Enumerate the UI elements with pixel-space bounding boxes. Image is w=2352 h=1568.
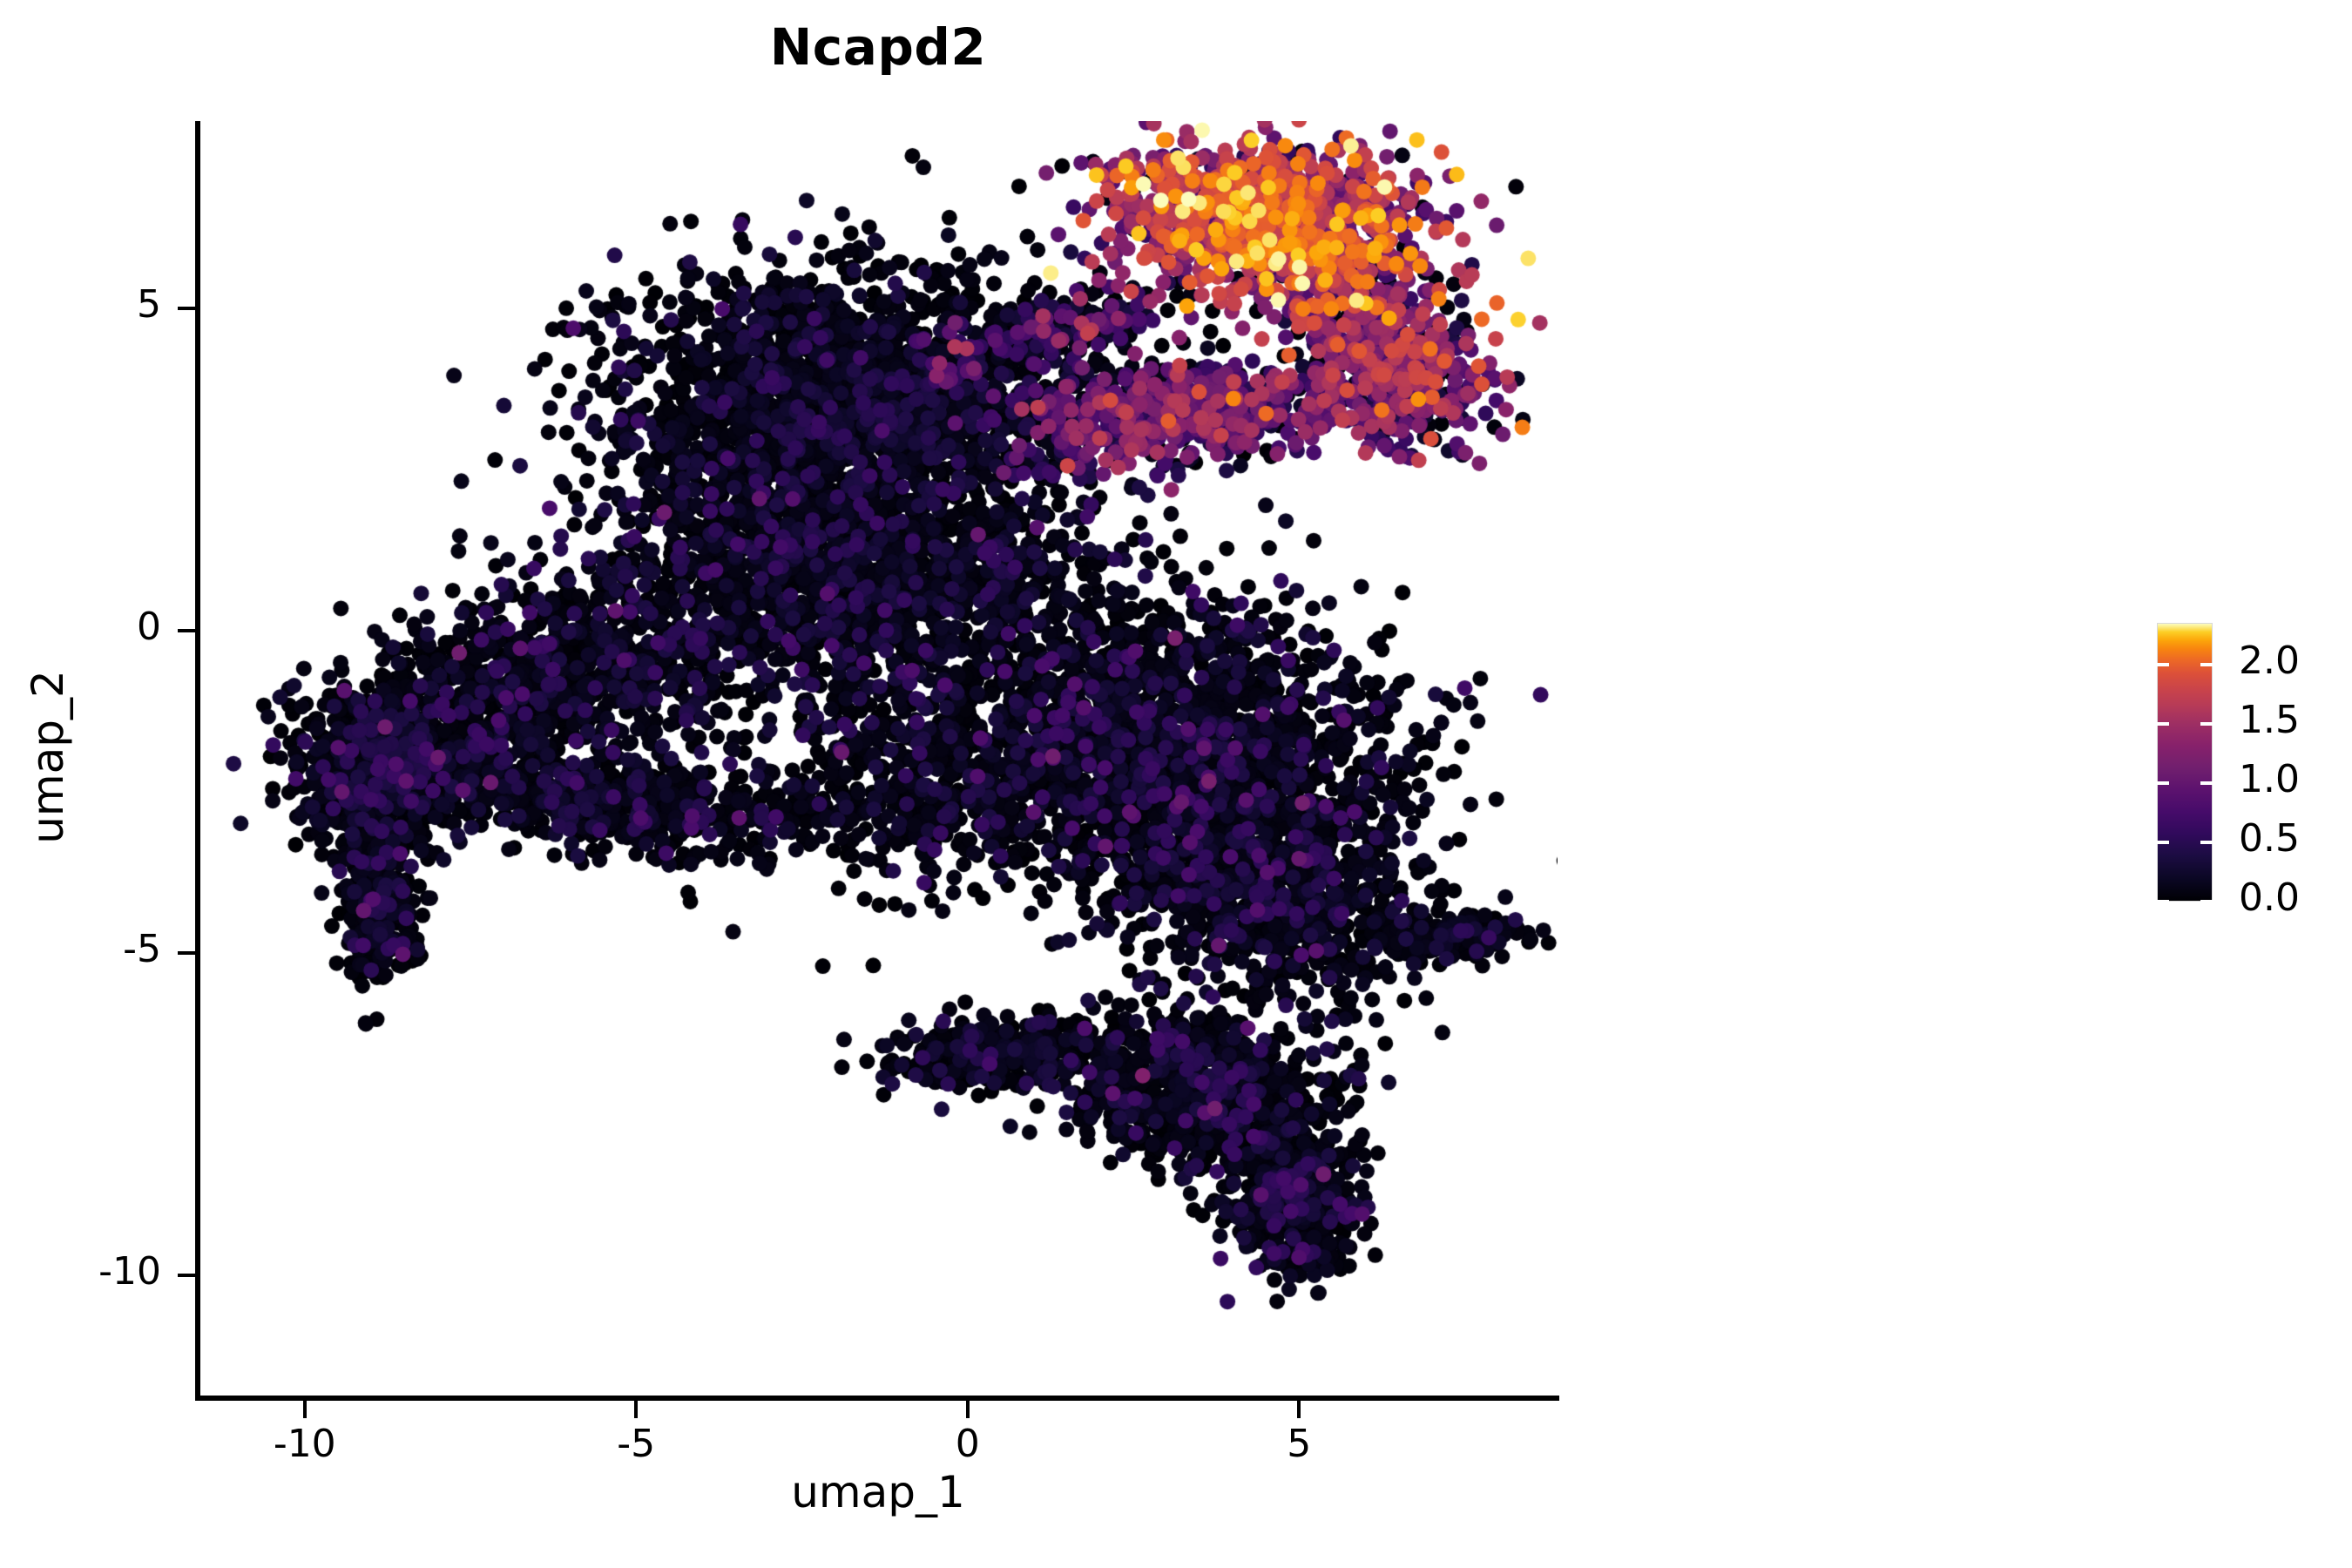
- colorbar[interactable]: 2.0 1.5 1.0 0.5 0.0: [2157, 623, 2300, 920]
- colorbar-tick-label: 1.0: [2239, 756, 2300, 801]
- x-tick-label: 0: [955, 1422, 980, 1466]
- colorbar-tick-mark: [2200, 721, 2213, 726]
- y-tick-label: 0: [137, 604, 161, 649]
- x-tick-label: -5: [617, 1422, 656, 1466]
- y-axis-spine: [195, 121, 200, 1401]
- colorbar-tick-mark: [2200, 900, 2213, 903]
- colorbar-tick-label: 2.0: [2239, 638, 2300, 683]
- colorbar-tick-mark: [2200, 662, 2213, 666]
- colorbar-tick-label: 0.0: [2239, 875, 2300, 920]
- y-tick-label: -10: [98, 1249, 161, 1294]
- colorbar-tick-mark: [2157, 900, 2169, 903]
- y-tick-mark: [178, 306, 195, 310]
- x-tick-mark: [634, 1401, 639, 1418]
- y-tick-label: -5: [123, 927, 161, 972]
- y-tick-mark: [178, 1274, 195, 1278]
- y-tick-mark: [178, 628, 195, 632]
- colorbar-tick-mark: [2157, 721, 2169, 726]
- scatter-points-canvas: [199, 121, 1558, 1398]
- colorbar-tick-mark: [2200, 840, 2213, 844]
- x-tick-mark: [1297, 1401, 1301, 1418]
- colorbar-gradient: [2157, 623, 2213, 902]
- x-tick-mark: [965, 1401, 970, 1418]
- x-tick-mark: [302, 1401, 307, 1418]
- x-tick-label: -10: [273, 1422, 336, 1466]
- plot-area[interactable]: [199, 121, 1558, 1398]
- colorbar-tick-mark: [2157, 781, 2169, 785]
- x-axis-label: umap_1: [791, 1467, 965, 1517]
- y-axis-label: umap_2: [23, 670, 73, 844]
- colorbar-tick-mark: [2157, 840, 2169, 844]
- x-axis-spine: [195, 1396, 1559, 1401]
- colorbar-tick-mark: [2157, 662, 2169, 666]
- colorbar-tick-label: 1.5: [2239, 697, 2300, 742]
- colorbar-tick-label: 0.5: [2239, 815, 2300, 861]
- page-title: Ncapd2: [769, 17, 987, 77]
- x-tick-label: 5: [1287, 1422, 1312, 1466]
- y-tick-label: 5: [137, 281, 161, 327]
- y-tick-mark: [178, 951, 195, 956]
- colorbar-tick-mark: [2200, 781, 2213, 785]
